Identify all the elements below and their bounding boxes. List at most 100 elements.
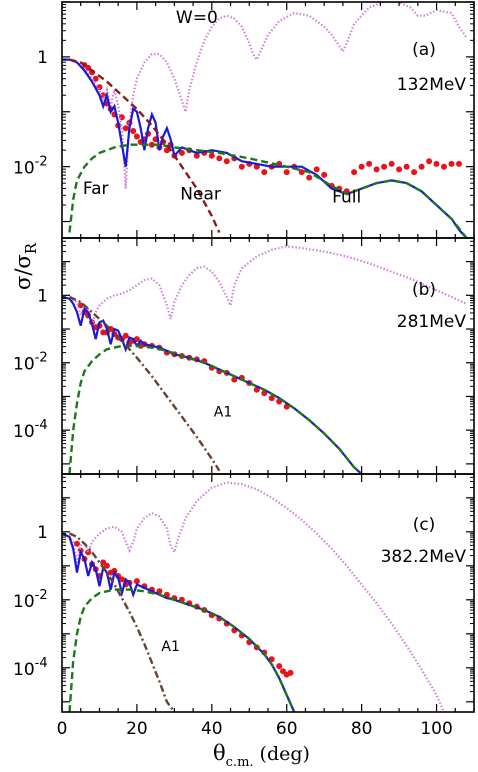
x-tick-label: 20 (126, 719, 148, 739)
data-point (178, 149, 185, 156)
x-tick-label: 40 (201, 719, 223, 739)
series-w0 (62, 481, 446, 712)
panel-frame (61, 473, 475, 713)
data-point (216, 155, 223, 162)
panel-frame (61, 237, 475, 475)
data-point (74, 540, 80, 547)
x-axis-label-main: θ (213, 741, 226, 765)
data-point (268, 395, 275, 402)
data-point (276, 663, 283, 670)
data-point (163, 591, 170, 598)
data-point (193, 152, 200, 159)
x-tick-label: 80 (351, 719, 373, 739)
y-tick-exponent: -2 (35, 588, 48, 603)
data-point (358, 163, 365, 170)
x-axis-label: θc.m. (deg) (213, 741, 310, 770)
y-tick-exponent: -2 (35, 155, 48, 170)
energy-label: 281MeV (397, 312, 467, 332)
panel-label: (b) (412, 280, 436, 300)
data-point (298, 169, 305, 176)
data-point (122, 332, 129, 339)
y-tick-label: 10-4 (13, 656, 48, 680)
series-full_blue (62, 295, 363, 474)
annotation-full: Full (332, 187, 361, 207)
y-tick-exponent: -4 (35, 656, 48, 671)
data-point (366, 160, 373, 167)
annotation-a1: A1 (161, 639, 179, 655)
data-point (122, 125, 129, 132)
annotation-w0: W=0 (176, 8, 218, 28)
data-point (283, 169, 290, 176)
data-point (396, 166, 403, 173)
x-tick-label: 100 (420, 719, 452, 739)
data-point (433, 160, 440, 167)
data-point (103, 562, 110, 569)
data-point (261, 169, 268, 176)
data-point (287, 669, 294, 676)
y-tick-label: 10-2 (13, 588, 48, 612)
annotation-a1: A1 (214, 405, 232, 421)
data-point (411, 169, 418, 176)
panel-frame (61, 1, 475, 239)
data-point (403, 163, 410, 170)
data-point (118, 576, 125, 583)
data-point (133, 133, 140, 140)
data-point (238, 163, 245, 170)
y-tick-label: 1 (37, 48, 48, 68)
y-tick-label: 10-2 (13, 155, 48, 179)
data-point (156, 588, 163, 595)
data-point (373, 166, 380, 173)
x-tick-label: 60 (276, 719, 298, 739)
x-axis-label-unit: (deg) (260, 743, 310, 765)
series-data (74, 540, 294, 678)
data-point (208, 152, 215, 159)
series-near (69, 532, 176, 712)
y-tick-label: 1 (37, 523, 48, 543)
y-tick-label: 1 (37, 286, 48, 306)
data-point (351, 169, 358, 176)
data-point (223, 158, 230, 165)
energy-label: 382.2MeV (381, 547, 467, 567)
data-point (313, 166, 320, 173)
x-tick-label: 0 (57, 719, 68, 739)
data-point (426, 158, 433, 165)
data-point (133, 578, 140, 585)
data-point (388, 160, 395, 167)
annotation-far: Far (83, 179, 109, 199)
series-w0 (62, 245, 467, 326)
series-data (81, 62, 462, 195)
series-far (68, 143, 468, 238)
data-point (118, 114, 125, 121)
y-axis-label-main: σ/σ (11, 254, 35, 290)
data-point (306, 174, 313, 181)
data-point (92, 75, 99, 82)
data-point (130, 128, 137, 134)
panel-label: (a) (412, 40, 436, 60)
series-near (69, 295, 221, 472)
series-near (69, 58, 221, 233)
series-far (68, 344, 363, 474)
y-tick-label: 10-4 (13, 418, 48, 442)
energy-label: 132MeV (397, 75, 467, 95)
x-axis-label-sub: c.m. (226, 755, 254, 770)
panel-c: 1 10-2 10-4 0 20 40 60 80 100 (c) 382.2MeV A1 (13, 473, 475, 739)
data-point (418, 163, 425, 170)
y-axis-label-sub: R (22, 242, 40, 254)
panel-a: 1 10-2 (a) 132MeV W=0 Far Near Full (13, 1, 475, 239)
series-full_blue (62, 532, 296, 712)
y-tick-exponent: -2 (35, 351, 48, 366)
y-tick-exponent: -4 (35, 418, 48, 433)
y-axis-label: σ/σR (11, 242, 40, 290)
data-point (456, 160, 462, 167)
data-point (133, 336, 140, 343)
series-far (68, 588, 296, 712)
annotation-near: Near (180, 185, 221, 205)
data-point (381, 163, 388, 170)
y-tick-label: 10-2 (13, 351, 48, 375)
panel-label: (c) (413, 515, 436, 535)
data-point (148, 141, 155, 148)
data-point (321, 171, 328, 178)
data-point (448, 160, 455, 167)
data-point (441, 163, 447, 170)
